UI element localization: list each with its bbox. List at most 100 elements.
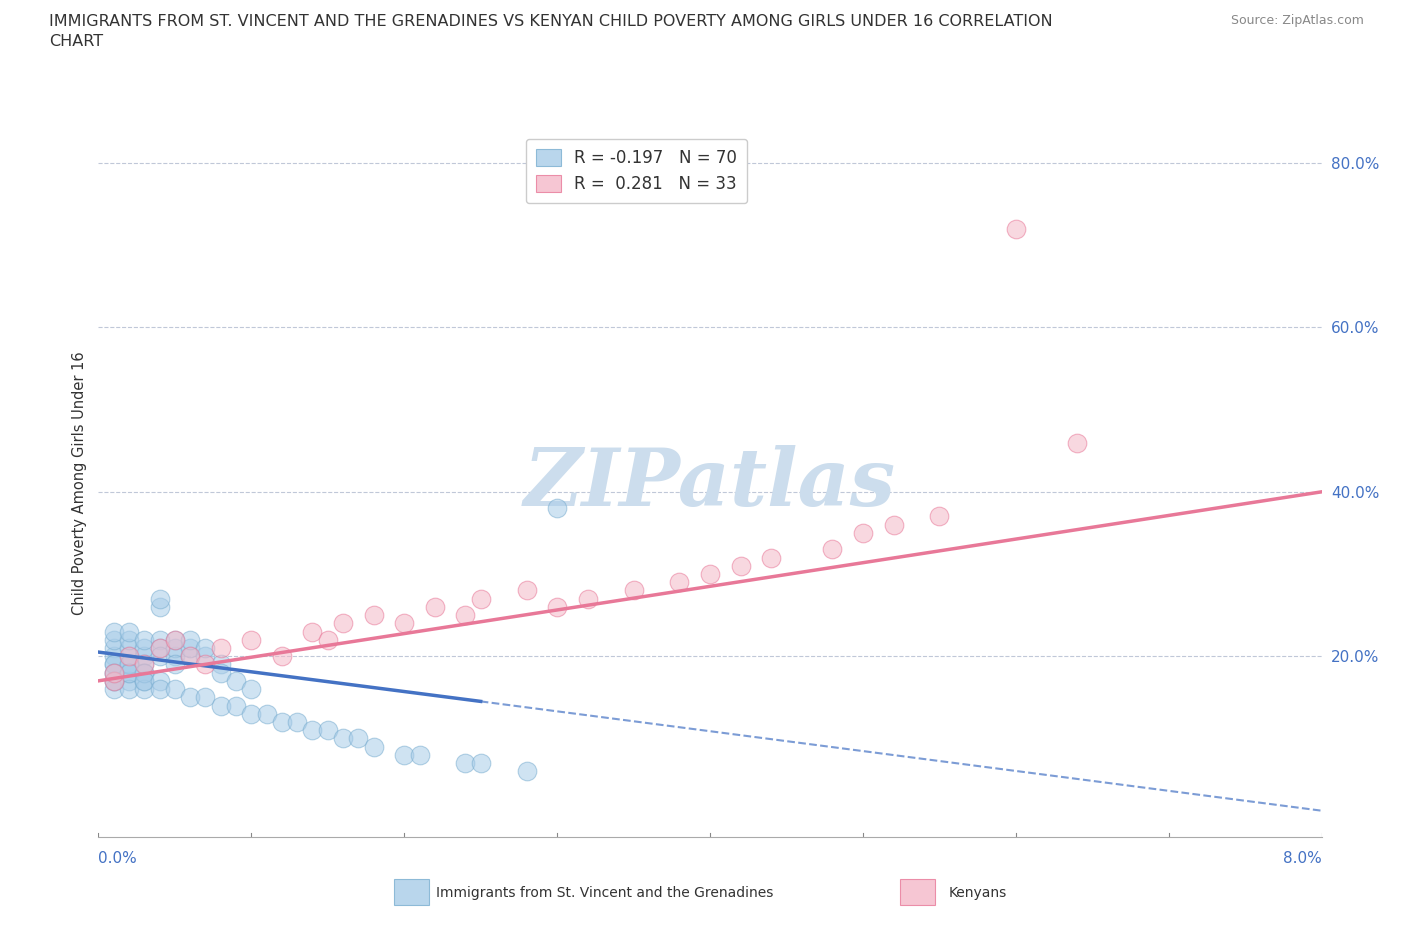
Point: [134, 673, 156, 688]
Point: [883, 517, 905, 532]
Point: [623, 583, 645, 598]
Point: [103, 641, 125, 656]
Point: [392, 748, 416, 763]
Text: 8.0%: 8.0%: [1282, 851, 1322, 866]
Point: [699, 566, 721, 581]
Point: [316, 723, 339, 737]
Point: [454, 755, 477, 770]
Point: [163, 632, 186, 647]
Point: [134, 657, 156, 671]
Point: [470, 755, 492, 770]
Point: [103, 657, 125, 671]
Point: [546, 600, 568, 615]
Point: [852, 525, 875, 540]
Point: [179, 690, 201, 705]
Point: [118, 641, 141, 656]
Point: [194, 657, 217, 671]
Point: [392, 616, 416, 631]
Text: ZIPatlas: ZIPatlas: [524, 445, 896, 523]
Point: [225, 673, 247, 688]
Point: [134, 641, 156, 656]
Point: [163, 632, 186, 647]
Point: [516, 764, 538, 778]
Point: [363, 607, 385, 622]
Point: [103, 665, 125, 680]
Point: [103, 673, 125, 688]
Text: Kenyans: Kenyans: [949, 885, 1007, 900]
Point: [149, 641, 172, 656]
Point: [149, 641, 172, 656]
Point: [179, 649, 201, 664]
Text: 0.0%: 0.0%: [98, 851, 138, 866]
Point: [134, 682, 156, 697]
Point: [163, 682, 186, 697]
Point: [103, 665, 125, 680]
Text: Source: ZipAtlas.com: Source: ZipAtlas.com: [1230, 14, 1364, 27]
Point: [118, 649, 141, 664]
Point: [576, 591, 599, 606]
Point: [347, 731, 370, 746]
Point: [149, 673, 172, 688]
Point: [179, 649, 201, 664]
Point: [209, 641, 232, 656]
Point: [240, 632, 263, 647]
Point: [821, 542, 844, 557]
Text: Immigrants from St. Vincent and the Grenadines: Immigrants from St. Vincent and the Gren…: [436, 885, 773, 900]
Point: [103, 649, 125, 664]
Point: [149, 591, 172, 606]
Point: [149, 632, 172, 647]
Point: [134, 632, 156, 647]
Point: [928, 509, 950, 524]
Point: [363, 739, 385, 754]
Point: [149, 682, 172, 697]
Y-axis label: Child Poverty Among Girls Under 16: Child Poverty Among Girls Under 16: [72, 352, 87, 616]
Point: [118, 657, 141, 671]
Point: [118, 657, 141, 671]
Point: [118, 632, 141, 647]
Point: [134, 665, 156, 680]
Point: [134, 649, 156, 664]
Legend: R = -0.197   N = 70, R =  0.281   N = 33: R = -0.197 N = 70, R = 0.281 N = 33: [526, 139, 747, 203]
Point: [194, 649, 217, 664]
Point: [134, 665, 156, 680]
Point: [256, 706, 278, 721]
Point: [285, 714, 308, 729]
Point: [179, 632, 201, 647]
Point: [194, 641, 217, 656]
Point: [301, 723, 323, 737]
Point: [1004, 221, 1026, 236]
Point: [118, 665, 141, 680]
Point: [163, 657, 186, 671]
Point: [270, 714, 294, 729]
Point: [730, 558, 752, 573]
Point: [225, 698, 247, 713]
Point: [103, 657, 125, 671]
Point: [240, 706, 263, 721]
Point: [179, 641, 201, 656]
Point: [103, 673, 125, 688]
Point: [118, 624, 141, 639]
Point: [332, 616, 354, 631]
Point: [240, 682, 263, 697]
Point: [301, 624, 323, 639]
Point: [103, 673, 125, 688]
Point: [194, 690, 217, 705]
Point: [1066, 435, 1088, 450]
Point: [134, 657, 156, 671]
Point: [118, 665, 141, 680]
Point: [408, 748, 430, 763]
Point: [149, 649, 172, 664]
Point: [103, 632, 125, 647]
Point: [134, 673, 156, 688]
Point: [516, 583, 538, 598]
Point: [316, 632, 339, 647]
Point: [209, 657, 232, 671]
Point: [103, 624, 125, 639]
Point: [103, 665, 125, 680]
Point: [103, 682, 125, 697]
Point: [163, 641, 186, 656]
Point: [332, 731, 354, 746]
Point: [270, 649, 294, 664]
Point: [470, 591, 492, 606]
Text: IMMIGRANTS FROM ST. VINCENT AND THE GRENADINES VS KENYAN CHILD POVERTY AMONG GIR: IMMIGRANTS FROM ST. VINCENT AND THE GREN…: [49, 14, 1053, 48]
